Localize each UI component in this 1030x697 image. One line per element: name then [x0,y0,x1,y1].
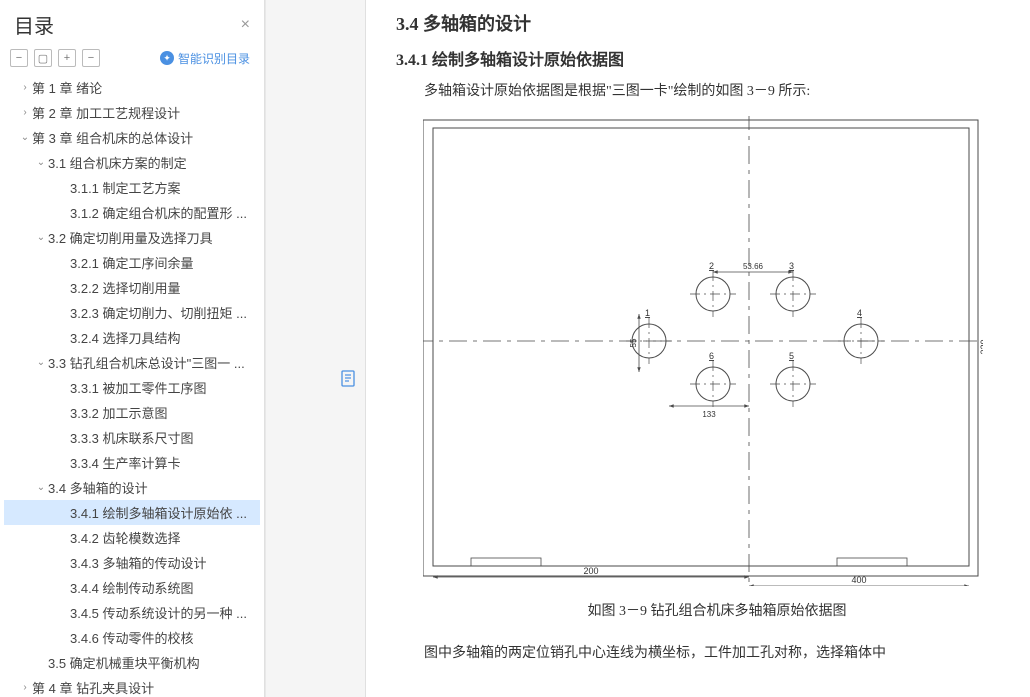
subsection-heading: 3.4.1 绘制多轴箱设计原始依据图 [396,46,1010,70]
chevron-down-icon: ⌄ [34,157,48,168]
page-content: 3.4 多轴箱的设计 3.4.1 绘制多轴箱设计原始依据图 多轴箱设计原始依据图… [366,0,1030,697]
toc-item-label: 3.4.6 传动零件的校核 [70,628,194,647]
toc-tree: ›第 1 章 绪论›第 2 章 加工工艺规程设计⌄第 3 章 组合机床的总体设计… [0,75,264,697]
add-button[interactable]: + [58,49,76,67]
svg-text:53.66: 53.66 [743,262,764,271]
smart-toc-label: 智能识别目录 [178,50,250,67]
toc-item[interactable]: 3.4.2 齿轮模数选择 [4,525,260,550]
toc-item-label: 3.4.2 齿轮模数选择 [70,528,181,547]
body-paragraph: 图中多轴箱的两定位销孔中心连线为横坐标，工件加工孔对称，选择箱体中 [396,642,1010,666]
bookmark-icon[interactable] [341,370,357,388]
toc-item[interactable]: 3.4.6 传动零件的校核 [4,625,260,650]
chevron-right-icon: › [18,82,32,93]
toc-item-label: 3.3 钻孔组合机床总设计"三图一 ... [48,353,245,372]
toc-item-label: 3.4.4 绘制传动系统图 [70,578,194,597]
toc-item[interactable]: 3.3.4 生产率计算卡 [4,450,260,475]
toc-item-label: 3.1 组合机床方案的制定 [48,153,187,172]
svg-text:2: 2 [709,261,714,271]
expand-all-button[interactable]: ▢ [34,49,52,67]
toc-item-label: 3.3.4 生产率计算卡 [70,453,181,472]
figure-caption: 如图 3－9 钻孔组合机床多轴箱原始依据图 [396,600,1010,624]
toc-item[interactable]: ›第 2 章 加工工艺规程设计 [4,100,260,125]
toc-item-label: 第 3 章 组合机床的总体设计 [32,128,193,147]
chevron-down-icon: ⌄ [18,132,32,143]
toc-item-label: 3.3.2 加工示意图 [70,403,168,422]
intro-paragraph: 多轴箱设计原始依据图是根据"三图一卡"绘制的如图 3－9 所示: [396,80,1010,104]
remove-button[interactable]: − [82,49,100,67]
toc-item-label: 3.2.4 选择刀具结构 [70,328,181,347]
chevron-down-icon: ⌄ [34,482,48,493]
chevron-down-icon: ⌄ [34,357,48,368]
chevron-down-icon: ⌄ [34,232,48,243]
toc-sidebar: 目录 × − ▢ + − ✦ 智能识别目录 ›第 1 章 绪论›第 2 章 加工… [0,0,265,697]
svg-text:1: 1 [645,308,650,318]
svg-text:5: 5 [789,351,794,361]
svg-text:400: 400 [851,575,866,585]
toc-item[interactable]: 3.1.2 确定组合机床的配置形 ... [4,200,260,225]
toc-item-label: 3.3.3 机床联系尺寸图 [70,428,194,447]
svg-text:6: 6 [709,351,714,361]
toc-item-label: 3.1.1 制定工艺方案 [70,178,181,197]
svg-text:55: 55 [629,338,638,347]
chevron-right-icon: › [18,107,32,118]
toc-title: 目录 [14,10,54,39]
page-gutter [266,0,366,697]
toc-item[interactable]: 3.4.1 绘制多轴箱设计原始依 ... [4,500,260,525]
toc-item-label: 3.4 多轴箱的设计 [48,478,148,497]
toc-item-label: 3.2.2 选择切削用量 [70,278,181,297]
svg-text:4: 4 [857,308,862,318]
toc-item-label: 第 2 章 加工工艺规程设计 [32,103,180,122]
toc-item-label: 3.3.1 被加工零件工序图 [70,378,207,397]
svg-text:3: 3 [789,261,794,271]
toc-item-label: 3.4.5 传动系统设计的另一种 ... [70,603,247,622]
svg-text:320: 320 [979,339,983,354]
toc-item[interactable]: 3.2.1 确定工序间余量 [4,250,260,275]
toc-item-label: 3.2.1 确定工序间余量 [70,253,194,272]
toc-item[interactable]: ⌄第 3 章 组合机床的总体设计 [4,125,260,150]
toc-item-label: 3.1.2 确定组合机床的配置形 ... [70,203,247,222]
toc-item-label: 3.5 确定机械重块平衡机构 [48,653,200,672]
toc-item[interactable]: 3.3.3 机床联系尺寸图 [4,425,260,450]
close-icon[interactable]: × [241,16,250,34]
toc-item[interactable]: ⌄3.4 多轴箱的设计 [4,475,260,500]
smart-toc-link[interactable]: ✦ 智能识别目录 [160,50,250,67]
toc-item-label: 3.4.1 绘制多轴箱设计原始依 ... [70,503,247,522]
smart-toc-icon: ✦ [160,51,174,65]
document-viewport: 3.4 多轴箱的设计 3.4.1 绘制多轴箱设计原始依据图 多轴箱设计原始依据图… [265,0,1030,697]
toc-item[interactable]: 3.3.1 被加工零件工序图 [4,375,260,400]
svg-text:133: 133 [702,410,716,419]
toc-item-label: 3.2.3 确定切削力、切削扭矩 ... [70,303,247,322]
toc-item[interactable]: 3.4.5 传动系统设计的另一种 ... [4,600,260,625]
chevron-right-icon: › [18,682,32,693]
section-heading: 3.4 多轴箱的设计 [396,10,1010,36]
toc-item[interactable]: ›第 1 章 绪论 [4,75,260,100]
toc-item-label: 第 1 章 绪论 [32,78,102,97]
toc-item[interactable]: 3.1.1 制定工艺方案 [4,175,260,200]
toc-item-label: 第 4 章 钻孔夹具设计 [32,678,154,697]
toc-item[interactable]: ⌄3.2 确定切削用量及选择刀具 [4,225,260,250]
toc-item[interactable]: ⌄3.1 组合机床方案的制定 [4,150,260,175]
toc-item-label: 3.2 确定切削用量及选择刀具 [48,228,213,247]
collapse-all-button[interactable]: − [10,49,28,67]
toc-item[interactable]: 3.5 确定机械重块平衡机构 [4,650,260,675]
toc-item[interactable]: ›第 4 章 钻孔夹具设计 [4,675,260,697]
toc-item[interactable]: 3.4.4 绘制传动系统图 [4,575,260,600]
sidebar-tools: − ▢ + − ✦ 智能识别目录 [0,45,264,75]
toc-item[interactable]: 3.3.2 加工示意图 [4,400,260,425]
sidebar-header: 目录 × [0,0,264,45]
toc-item[interactable]: 3.2.2 选择切削用量 [4,275,260,300]
toc-item[interactable]: 3.4.3 多轴箱的传动设计 [4,550,260,575]
figure-svg: 1 2 3 4 5 6 320 200 400 133 53.66 55 [423,116,983,586]
figure-3-9: 1 2 3 4 5 6 320 200 400 133 53.66 55 [396,116,1010,586]
toc-item[interactable]: ⌄3.3 钻孔组合机床总设计"三图一 ... [4,350,260,375]
toc-item-label: 3.4.3 多轴箱的传动设计 [70,553,207,572]
svg-text:200: 200 [583,566,598,576]
toc-item[interactable]: 3.2.4 选择刀具结构 [4,325,260,350]
toc-item[interactable]: 3.2.3 确定切削力、切削扭矩 ... [4,300,260,325]
